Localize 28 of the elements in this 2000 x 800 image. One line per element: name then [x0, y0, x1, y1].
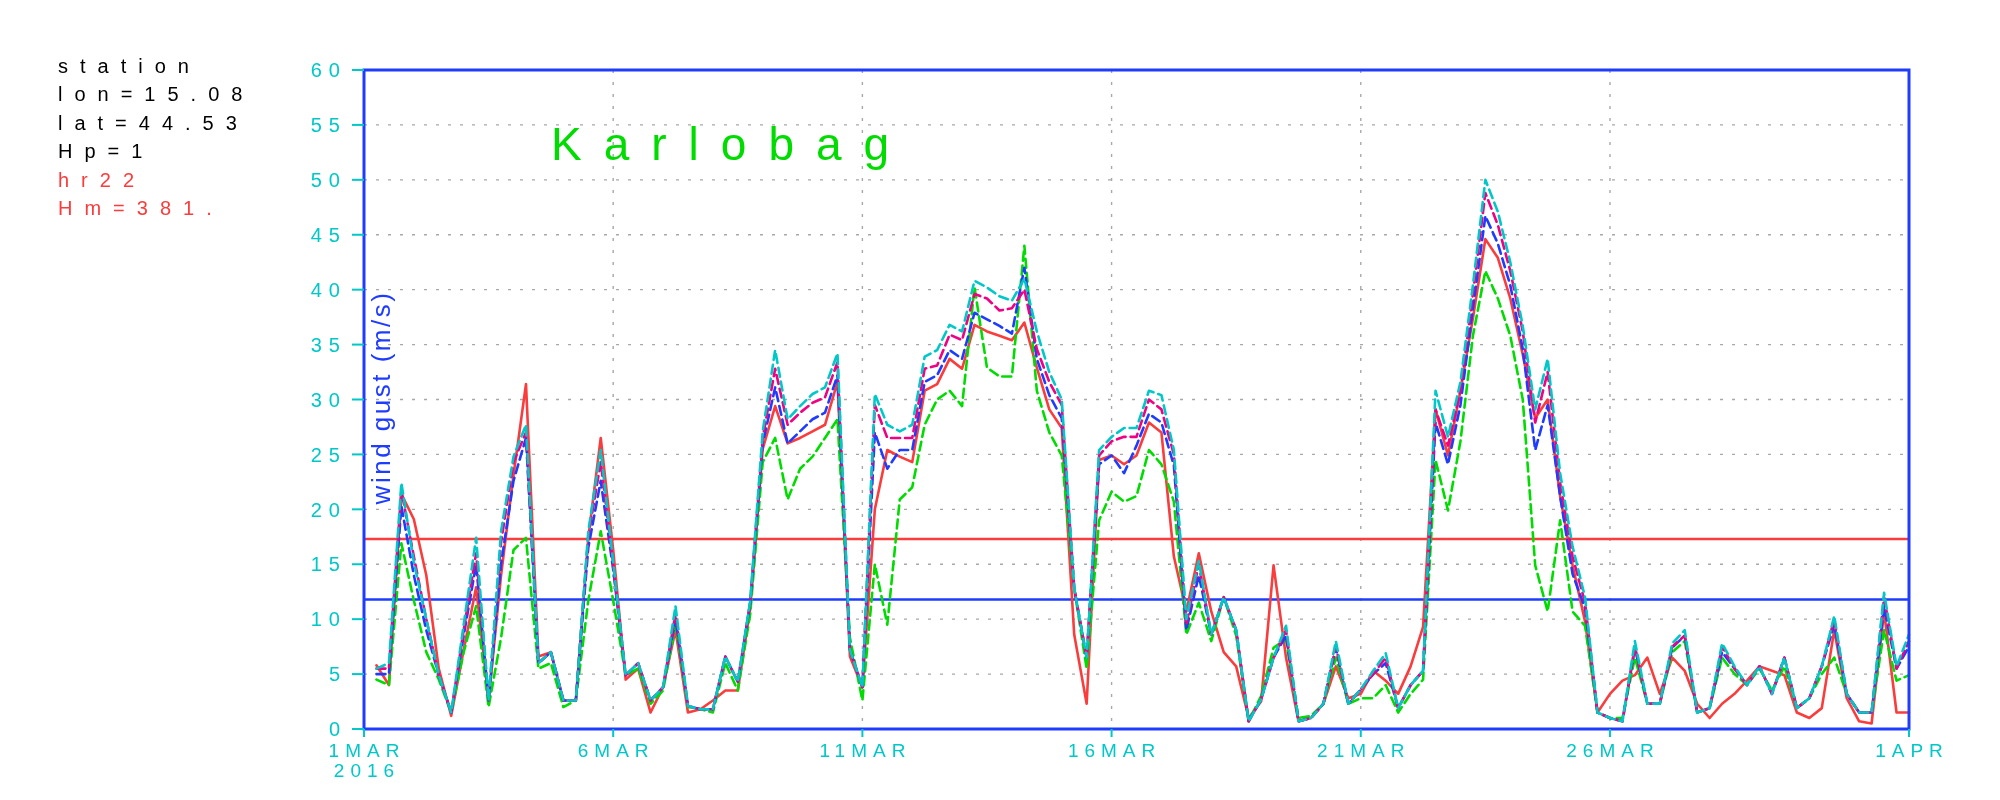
- x-tick-label: 16MAR: [1067, 740, 1162, 761]
- text: hr22: [58, 168, 147, 191]
- text: lon=15.08: [58, 83, 255, 106]
- x-tick-label: 21MAR: [1317, 740, 1411, 761]
- y-tick-label: 40: [310, 278, 347, 301]
- y-tick-label: 20: [310, 498, 347, 521]
- x-tick-label: 1APR: [1875, 740, 1949, 761]
- y-tick-label: 10: [310, 608, 347, 631]
- x-tick-label: 11MAR: [819, 740, 912, 761]
- text: Karlobag: [551, 118, 912, 170]
- y-tick-label: 25: [310, 443, 347, 466]
- y-axis-title: wind gust (m/s): [366, 290, 396, 506]
- text: Hp=1: [58, 140, 155, 163]
- text: lat=44.53: [58, 111, 249, 134]
- y-tick-label: 50: [310, 169, 347, 192]
- y-tick-label: 30: [310, 388, 347, 411]
- y-tick-label: 45: [310, 223, 347, 246]
- x-tick-label: 1MAR 2016: [328, 740, 406, 781]
- y-tick-label: 5: [328, 663, 347, 686]
- y-tick-label: 15: [310, 553, 347, 576]
- y-tick-label: 55: [310, 114, 347, 137]
- y-tick-label: 35: [310, 333, 347, 356]
- x-tick-label: 6MAR: [577, 740, 655, 761]
- x-tick-label: 26MAR: [1566, 740, 1660, 761]
- text: station: [58, 55, 201, 77]
- y-tick-label: 0: [328, 718, 347, 741]
- y-tick-label: 60: [310, 59, 347, 82]
- text: Hm=381.: [58, 197, 224, 219]
